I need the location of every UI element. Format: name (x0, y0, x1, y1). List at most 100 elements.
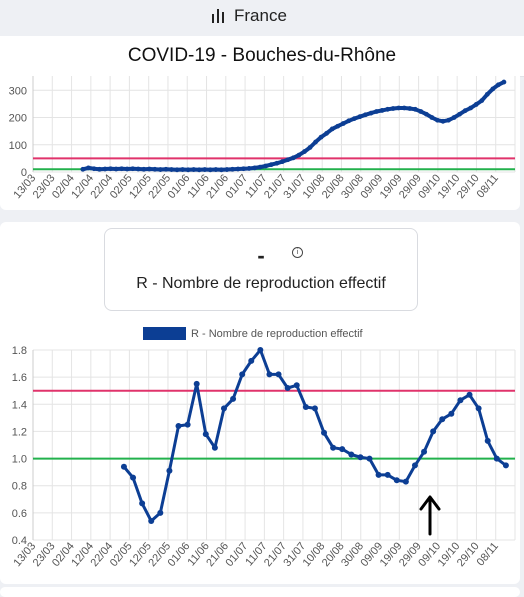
r-value: - (257, 243, 265, 268)
info-icon[interactable]: i (292, 247, 303, 258)
data-point (490, 86, 496, 92)
y-tick-label: 1.4 (12, 399, 27, 411)
data-point (241, 166, 246, 172)
data-point (139, 500, 146, 507)
data-point (130, 474, 137, 481)
country-name[interactable]: France (234, 6, 287, 25)
r-label: R - Nombre de reproduction effectif (136, 275, 386, 292)
data-point (169, 167, 174, 172)
data-point (321, 429, 328, 436)
data-point (384, 471, 391, 478)
data-point (196, 167, 202, 173)
y-tick-label: 300 (9, 85, 27, 97)
data-point (230, 395, 237, 402)
data-point (86, 165, 91, 171)
data-point (329, 126, 335, 132)
data-point (374, 109, 379, 114)
data-point (207, 167, 213, 173)
data-point (401, 105, 407, 111)
data-point (402, 478, 409, 485)
x-tick-label: 01/06 (166, 540, 193, 569)
y-tick-label: 0 (21, 167, 27, 179)
cases-chart: 010020030013/0323/0302/0412/0422/0402/05… (9, 76, 516, 201)
data-point (193, 380, 200, 387)
data-point (263, 163, 269, 169)
x-tick-label: 08/11 (475, 172, 501, 200)
top-bar: France (0, 0, 524, 34)
data-point (302, 149, 307, 154)
y-tick-label: 1.6 (12, 372, 27, 384)
data-point (275, 371, 282, 378)
data-point (330, 444, 337, 451)
y-tick-label: 0.6 (12, 508, 27, 520)
y-tick-label: 200 (9, 113, 27, 125)
x-tick-label: 01/06 (166, 172, 193, 201)
data-point (163, 166, 169, 172)
data-point (351, 116, 357, 121)
data-point (363, 112, 368, 118)
data-point (157, 509, 164, 516)
data-point (119, 166, 125, 172)
data-point (475, 405, 482, 412)
data-point (293, 382, 300, 389)
data-point (246, 166, 252, 171)
data-point (311, 405, 318, 412)
data-point (484, 437, 491, 444)
data-point (146, 166, 152, 172)
data-point (318, 134, 324, 140)
data-point (279, 159, 285, 165)
data-point (184, 421, 191, 428)
data-point (423, 111, 429, 117)
data-point (302, 404, 309, 410)
x-tick-label: 29/10 (455, 172, 482, 201)
data-point (213, 167, 219, 172)
data-point (285, 157, 291, 163)
data-point (421, 448, 428, 455)
y-tick-label: 1.8 (12, 345, 27, 357)
data-point (141, 166, 147, 172)
data-point (502, 462, 509, 469)
y-tick-label: 0.4 (12, 535, 27, 547)
legend-swatch (143, 327, 186, 340)
data-point (307, 145, 313, 150)
data-point (185, 167, 191, 173)
data-point (148, 518, 155, 524)
data-point (274, 160, 280, 166)
data-point (158, 167, 163, 172)
data-point (448, 410, 455, 417)
data-point (335, 123, 341, 129)
data-point (393, 477, 400, 484)
data-point (284, 385, 291, 391)
data-point (411, 462, 418, 469)
data-point (324, 130, 330, 136)
data-point (124, 166, 130, 172)
data-point (385, 106, 390, 112)
x-tick-label: 01/07 (223, 540, 250, 569)
data-point (366, 455, 373, 462)
data-point (466, 391, 473, 398)
data-point (473, 102, 479, 107)
data-point (495, 82, 501, 88)
data-point (113, 166, 119, 172)
data-point (457, 111, 462, 117)
data-point (468, 105, 474, 111)
data-point (379, 108, 385, 113)
next-card (0, 587, 520, 597)
x-tick-label: 29/10 (455, 540, 482, 569)
data-point (252, 165, 258, 171)
data-point (484, 91, 490, 97)
data-point (390, 106, 396, 111)
data-point (430, 428, 437, 435)
data-point (440, 118, 446, 124)
data-point (357, 114, 363, 120)
data-point (174, 167, 180, 173)
x-tick-label: 08/11 (475, 540, 501, 568)
data-point (239, 371, 246, 378)
data-point (202, 431, 209, 438)
data-point (418, 109, 424, 114)
data-point (180, 167, 185, 172)
data-point (224, 167, 230, 172)
data-point (429, 115, 435, 120)
legend-label: R - Nombre de reproduction effectif (191, 328, 364, 340)
data-point (257, 347, 264, 353)
